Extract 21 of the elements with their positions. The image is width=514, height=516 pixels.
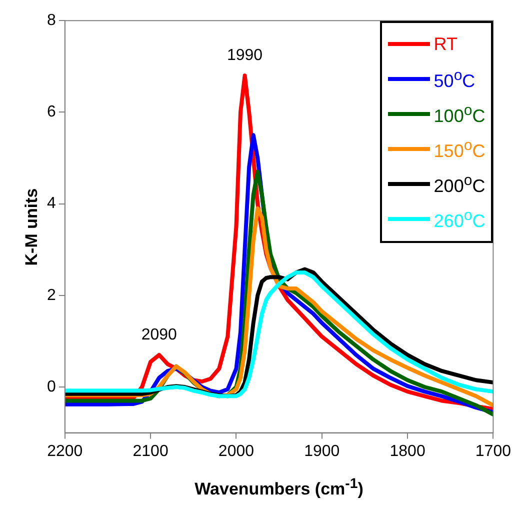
x-tick-label: 2100 <box>132 442 168 460</box>
legend-label: RT <box>434 34 458 55</box>
x-tick-label: 1900 <box>304 442 340 460</box>
legend-label: 260$^{o}$C <box>434 206 486 232</box>
annotation: 1990 <box>226 46 263 64</box>
x-tick-label: 2000 <box>218 442 254 460</box>
y-tick-label: 6 <box>46 104 56 121</box>
legend-label: 50$^{o}$C <box>434 66 476 92</box>
y-axis-title: K-M units <box>22 188 42 266</box>
x-tick-label: 1800 <box>390 442 426 460</box>
x-tick-label: 1700 <box>475 442 512 460</box>
legend-label: 200$^{o}$C <box>434 172 486 197</box>
legend-label: 100$^{o}$C <box>434 102 486 127</box>
y-tick-label: 8 <box>46 12 56 30</box>
legend-label: 150$^{o}$C <box>434 136 486 162</box>
x-axis-title: Wavenumbers (cm$^{-1}$) <box>194 476 364 500</box>
y-tick-label: 0 <box>46 378 56 396</box>
annotation: 2090 <box>141 326 178 344</box>
y-tick-label: 2 <box>46 286 56 304</box>
x-tick-label: 2200 <box>47 442 83 460</box>
y-tick-label: 4 <box>46 195 56 212</box>
